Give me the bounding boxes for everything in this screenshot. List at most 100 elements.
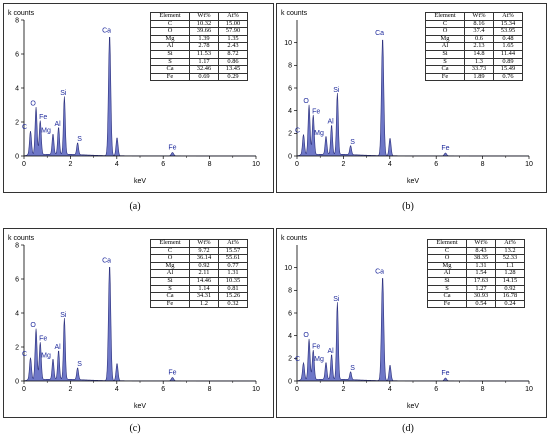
table-cell: 14.46 xyxy=(189,276,219,286)
x-tick-label: 0 xyxy=(22,161,26,168)
y-tick-label: 4 xyxy=(288,108,292,115)
x-tick-label: 0 xyxy=(295,161,299,168)
table-header-row: Element Wt% At% xyxy=(425,12,523,21)
y-tick-label: 0 xyxy=(288,378,292,385)
table-header-cell: Wt% xyxy=(466,239,496,248)
peak-label-al: Al xyxy=(327,348,334,355)
peak-label-si: Si xyxy=(60,90,67,97)
spectrum-panel-a: k counts 0 2 4 6 8 10 0 2 4 6 8 keV C O Fe Mg Al Si S Ca Fe E… xyxy=(3,3,274,193)
x-tick-label: 10 xyxy=(252,386,260,393)
y-tick-label: 8 xyxy=(15,17,19,24)
peak-label-ca: Ca xyxy=(375,269,384,276)
peak-label-fe: Fe xyxy=(168,145,176,152)
spectrum-panel-d: k counts 0 2 4 6 8 10 0 2 4 6 8 10 keV C O Fe Mg Al Si S Ca Fe… xyxy=(276,228,547,418)
table-cell: Si xyxy=(150,49,190,59)
composition-table-d: Element Wt% At% C 8.43 13.2 O 38.35 52.33 Mg 1.31 1… xyxy=(427,239,525,309)
peak-label-o: O xyxy=(303,332,309,339)
y-tick-label: 10 xyxy=(284,40,292,47)
table-cell: Fe xyxy=(427,299,467,309)
peak-label-si: Si xyxy=(60,312,67,319)
table-cell: 0.32 xyxy=(218,299,248,309)
x-tick-label: 6 xyxy=(434,161,438,168)
panel-label-b: (b) xyxy=(402,201,414,212)
peak-label-al: Al xyxy=(54,121,61,128)
table-cell: 1.2 xyxy=(189,299,219,309)
x-tick-label: 8 xyxy=(481,386,485,393)
table-header-cell: At% xyxy=(218,12,248,21)
peak-label-s: S xyxy=(350,365,355,372)
table-row: Mg 1.39 1.35 xyxy=(150,34,248,44)
table-cell: 14.8 xyxy=(464,49,494,59)
table-cell: 14.15 xyxy=(495,276,525,286)
x-tick-label: 4 xyxy=(115,161,119,168)
peak-label-mg: Mg xyxy=(41,128,51,135)
peak-label-o: O xyxy=(30,100,36,107)
table-row: Si 14.46 10.35 xyxy=(150,276,248,286)
table-header-cell: Element xyxy=(150,239,190,248)
y-tick-label: 2 xyxy=(288,356,292,363)
composition-table-c: Element Wt% At% C 9.72 15.57 O 36.14 55.61 Mg 0.92… xyxy=(150,239,248,309)
table-cell: 1.89 xyxy=(464,72,494,82)
peak-label-si: Si xyxy=(333,296,340,303)
y-tick-label: 4 xyxy=(288,333,292,340)
peak-label-mg: Mg xyxy=(314,130,324,137)
x-axis-label: keV xyxy=(134,403,146,410)
x-tick-label: 10 xyxy=(525,161,533,168)
y-tick-label: 6 xyxy=(288,310,292,317)
table-header-row: Element Wt% At% xyxy=(427,239,525,248)
peak-label-c: C xyxy=(22,351,27,358)
table-cell: 11.44 xyxy=(493,49,523,59)
peak-label-c: C xyxy=(295,128,300,135)
table-cell: 10.35 xyxy=(218,276,248,286)
table-row: Si 17.63 14.15 xyxy=(427,276,525,286)
y-tick-label: 4 xyxy=(15,85,19,92)
y-tick-label: 8 xyxy=(288,63,292,70)
x-tick-label: 8 xyxy=(208,386,212,393)
peak-label-si: Si xyxy=(333,87,340,94)
y-tick-label: 2 xyxy=(288,131,292,138)
x-tick-label: 8 xyxy=(481,161,485,168)
composition-table-b: Element Wt% At% C 8.16 15.34 O 37.4 53.95 Mg 0.6 0.… xyxy=(425,12,523,82)
table-header-cell: Wt% xyxy=(189,12,219,21)
y-axis-label: k counts xyxy=(281,10,308,17)
y-tick-label: 0 xyxy=(15,153,19,160)
y-tick-label: 6 xyxy=(15,276,19,283)
x-tick-label: 4 xyxy=(388,161,392,168)
peak-label-al: Al xyxy=(54,344,61,351)
peak-label-fe: Fe xyxy=(312,108,320,115)
panel-label-d: (d) xyxy=(402,423,414,434)
table-cell: Fe xyxy=(150,299,190,309)
y-tick-label: 8 xyxy=(15,242,19,249)
y-tick-label: 6 xyxy=(288,85,292,92)
peak-label-mg: Mg xyxy=(41,353,51,360)
table-row: Fe 1.89 0.76 xyxy=(425,72,523,82)
table-cell: 0.24 xyxy=(495,299,525,309)
panel-label-c: (c) xyxy=(129,423,141,434)
peak-label-ca: Ca xyxy=(102,257,111,264)
table-cell: 0.69 xyxy=(189,72,219,82)
x-axis-label: keV xyxy=(407,178,419,185)
x-tick-label: 4 xyxy=(115,386,119,393)
peak-label-fe: Fe xyxy=(39,114,47,121)
y-axis-label: k counts xyxy=(8,10,35,17)
x-tick-label: 2 xyxy=(68,386,72,393)
table-row: Fe 1.2 0.32 xyxy=(150,299,248,309)
peak-label-c: C xyxy=(295,356,300,363)
peak-label-fe: Fe xyxy=(441,370,449,377)
table-header-cell: Wt% xyxy=(189,239,219,248)
x-tick-label: 4 xyxy=(388,386,392,393)
table-cell: 11.53 xyxy=(189,49,219,59)
table-row: Fe 0.69 0.29 xyxy=(150,72,248,82)
x-tick-label: 2 xyxy=(68,161,72,168)
table-row: Si 11.53 8.72 xyxy=(150,49,248,59)
y-axis-label: k counts xyxy=(8,235,35,242)
peak-label-fe: Fe xyxy=(312,344,320,351)
x-tick-label: 6 xyxy=(161,161,165,168)
spectrum-panel-c: k counts 0 2 4 6 8 10 0 2 4 6 8 keV C O Fe Mg Al Si S Ca Fe E… xyxy=(3,228,274,418)
table-header-cell: At% xyxy=(493,12,523,21)
y-tick-label: 0 xyxy=(288,153,292,160)
y-tick-label: 2 xyxy=(15,344,19,351)
table-cell: 0.29 xyxy=(218,72,248,82)
